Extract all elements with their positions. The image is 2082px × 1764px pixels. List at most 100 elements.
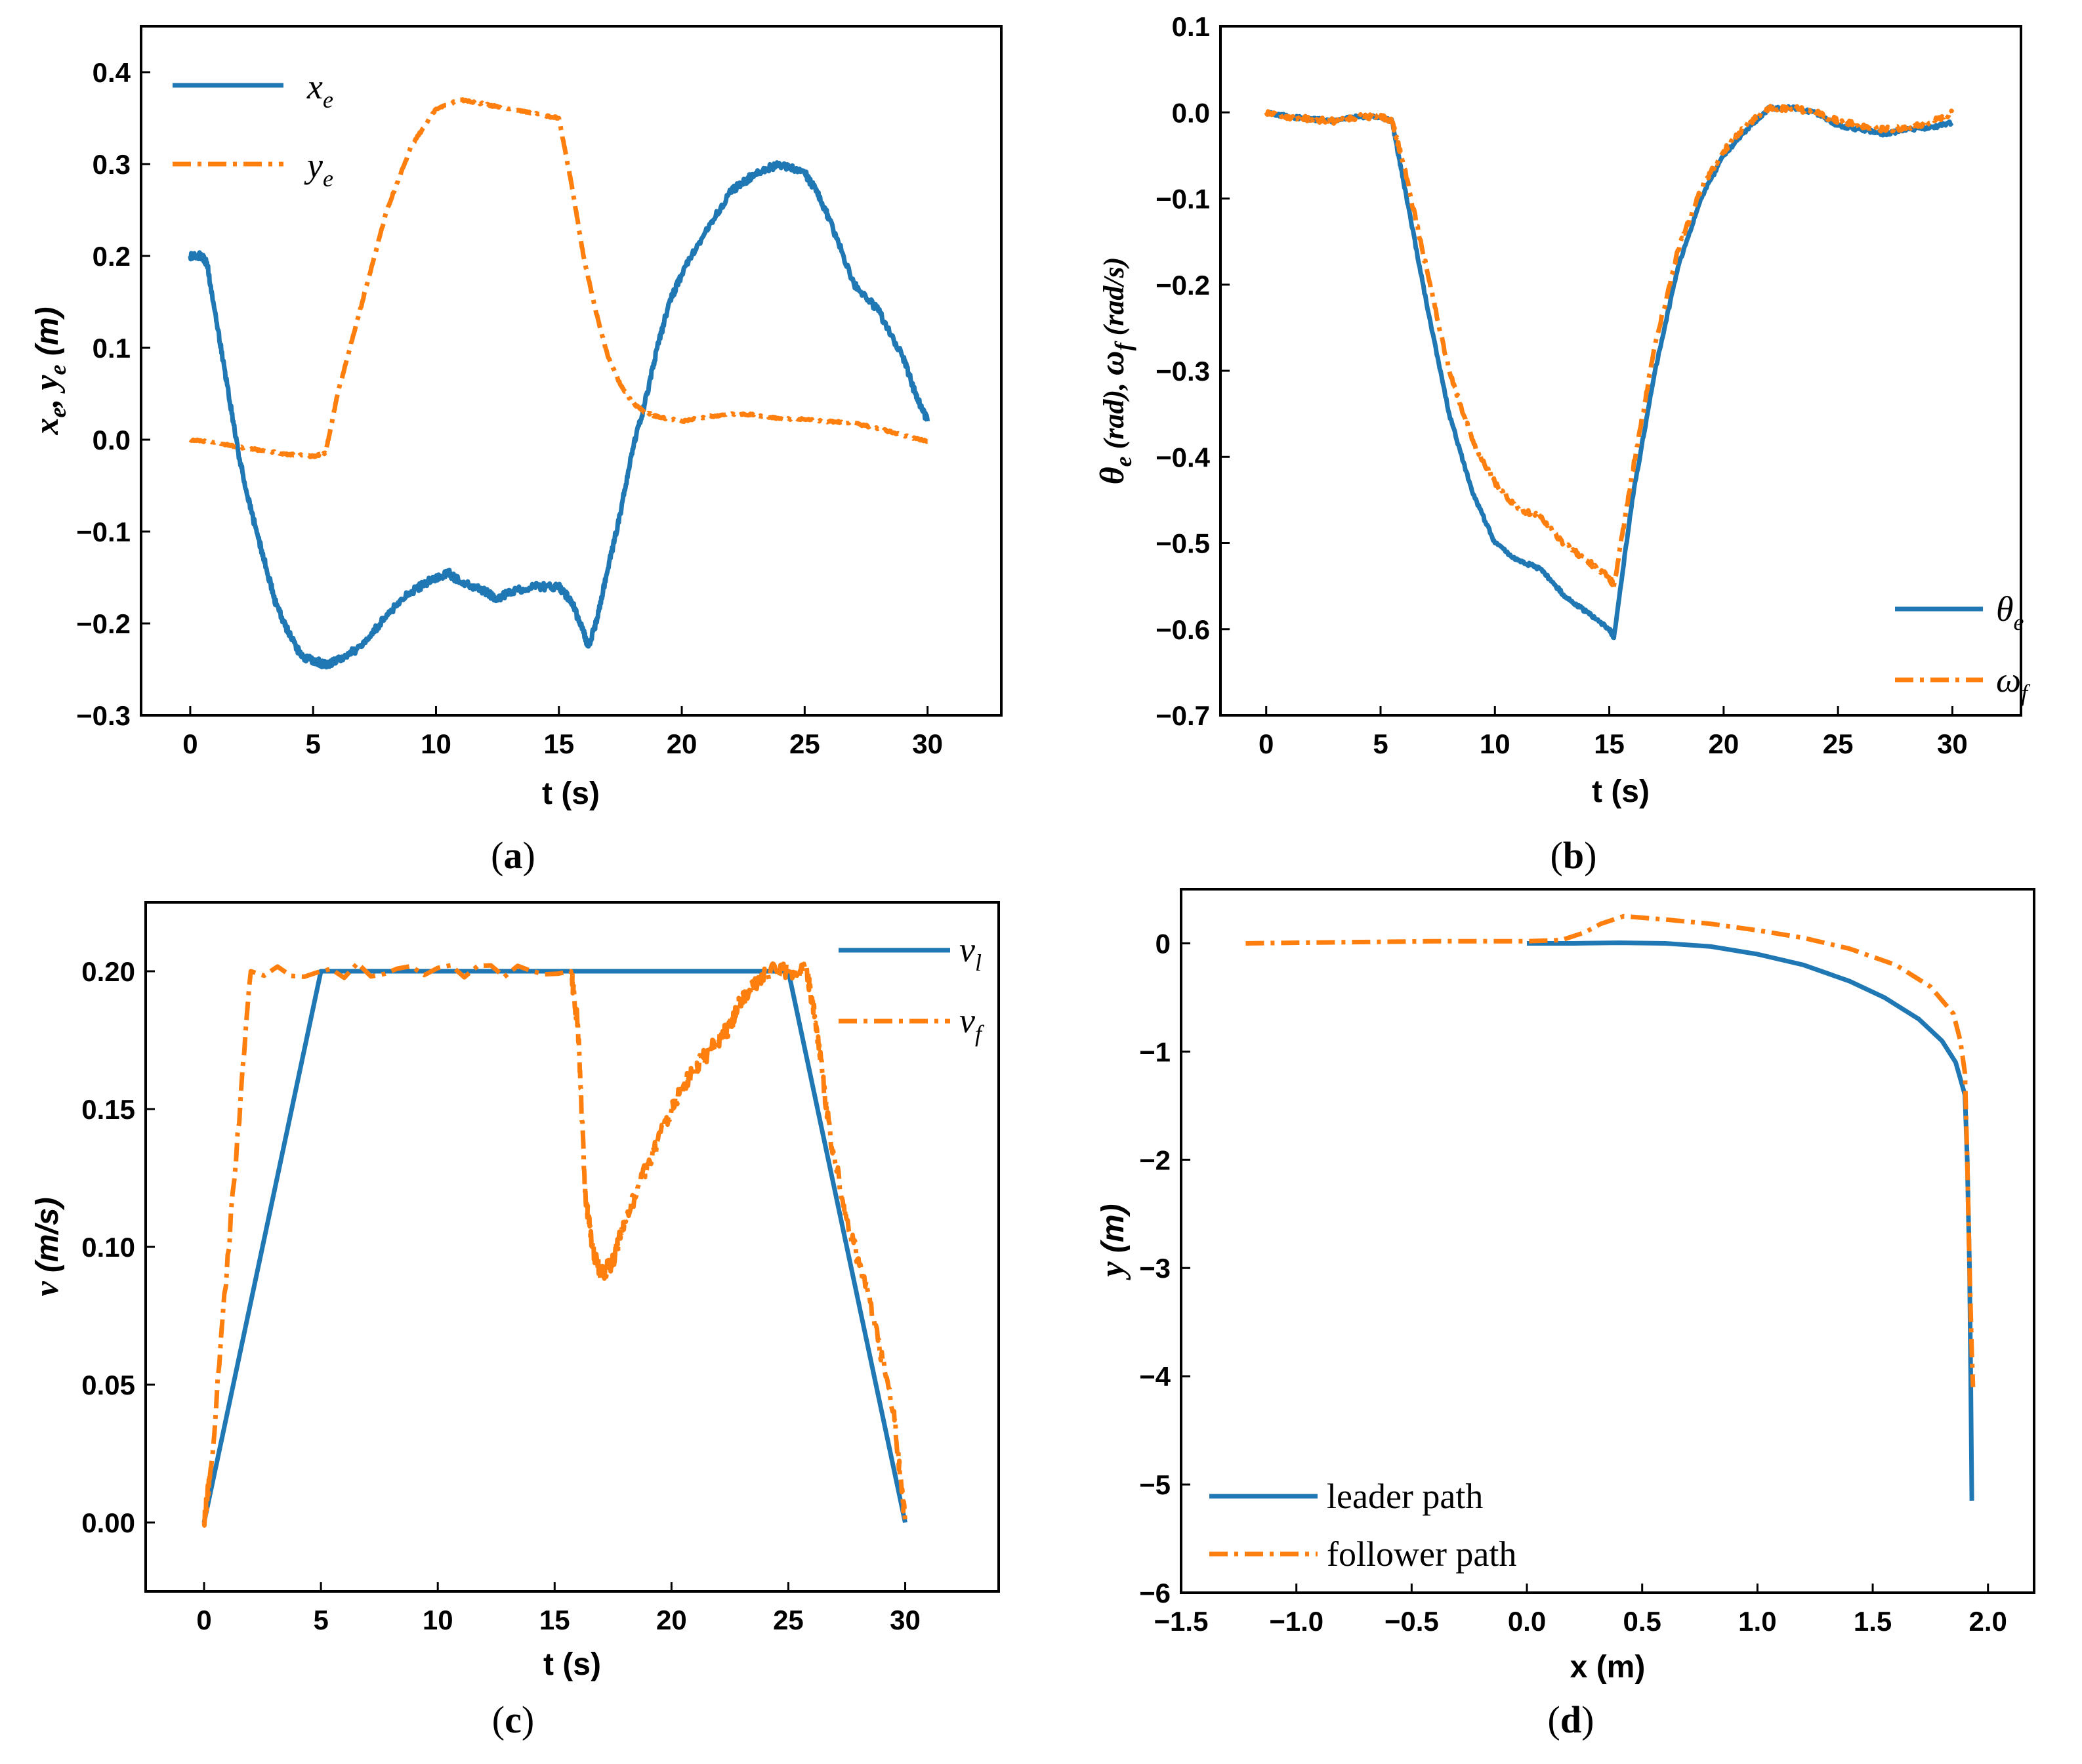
x-tick-label: −1.5 (1154, 1606, 1209, 1637)
x-tick-label: 10 (423, 1605, 453, 1635)
series-line-c-0 (201, 969, 907, 1523)
x-tick-label: 5 (313, 1605, 328, 1635)
x-tick-label: −1.0 (1269, 1606, 1323, 1637)
y-tick-label: 0.0 (1172, 97, 1210, 128)
x-tick-label: 1.5 (1854, 1606, 1892, 1637)
panel-label-c: (c) (492, 1698, 534, 1741)
legend-label-follower: follower path (1327, 1534, 1516, 1574)
x-tick-label: 20 (667, 728, 697, 759)
y-tick-label: −0.2 (76, 608, 131, 639)
x-tick-label: 0.5 (1623, 1606, 1661, 1637)
y-tick-label: −0.5 (1156, 528, 1210, 559)
series-layer-c (201, 961, 907, 1528)
y-axis-label-a: xe, ye (m) (28, 306, 71, 435)
legend-label-vl: vl (959, 930, 982, 976)
x-axis-label-b: t (s) (1592, 774, 1650, 809)
y-tick-label: 0.1 (1172, 11, 1210, 42)
y-tick-label: −0.7 (1156, 700, 1210, 731)
y-axis-label-c: v (m/s) (28, 1197, 66, 1296)
x-tick-label: 2.0 (1969, 1606, 2007, 1637)
panel-label-b: (b) (1551, 834, 1597, 877)
panel-label-a: (a) (491, 834, 535, 877)
ticks-a: 0 5 10 15 20 25 30 −0.3 −0.2 −0.1 0.0 0.1 0.2 0.3 0.4 (76, 57, 943, 759)
x-tick-label: 30 (890, 1605, 921, 1635)
x-tick-label: 5 (1373, 728, 1388, 759)
y-tick-label: 0.4 (93, 57, 131, 88)
x-tick-label: 15 (1594, 728, 1625, 759)
x-tick-label: 10 (421, 728, 451, 759)
x-tick-label: 25 (1823, 728, 1854, 759)
series-layer-d (1245, 914, 1976, 1501)
x-tick-label: 20 (1708, 728, 1739, 759)
x-tick-label: 30 (1937, 728, 1968, 759)
x-tick-label: 15 (543, 728, 574, 759)
x-tick-label: 5 (306, 728, 321, 759)
series-line-a-1 (188, 97, 929, 459)
legend-label-ye: ye (304, 146, 333, 192)
y-tick-label: 0.3 (93, 149, 131, 180)
x-axis-label-a: t (s) (542, 776, 600, 811)
y-tick-label: 0.2 (93, 241, 131, 272)
ticks-d: −1.5 −1.0 −0.5 0.0 0.5 1.0 1.5 2.0 −6 −5 −4 −3 −2 −1 0 (1139, 928, 2007, 1637)
y-tick-label: −6 (1139, 1578, 1171, 1608)
y-tick-label: 0.00 (81, 1507, 135, 1538)
y-tick-label: −0.2 (1156, 270, 1210, 301)
legend-label-vf: vf (959, 1001, 985, 1047)
x-tick-label: 0.0 (1508, 1606, 1546, 1637)
panel-d: −1.5 −1.0 −0.5 0.0 0.5 1.0 1.5 2.0 −6 −5 −4 −3 −2 −1 0… (1094, 888, 2035, 1741)
x-axis-label-d: x (m) (1570, 1650, 1646, 1685)
legend-label-xe: xe (306, 67, 333, 113)
x-tick-label: 25 (789, 728, 820, 759)
y-tick-label: 0.05 (81, 1370, 135, 1400)
legend-d: leader path follower path (1209, 1477, 1516, 1574)
series-line-a-0 (188, 160, 930, 670)
x-tick-label: 0 (1259, 728, 1274, 759)
x-tick-label: 0 (182, 728, 198, 759)
y-tick-label: 0.1 (93, 333, 131, 364)
legend-a: xe ye (173, 67, 333, 192)
series-line-d-1 (1245, 914, 1976, 1387)
y-axis-label-d: y (m) (1094, 1204, 1131, 1280)
y-tick-label: 0 (1156, 928, 1171, 959)
ticks-b: 0 5 10 15 20 25 30 −0.7 −0.6 −0.5 −0.4 −0.3 −0.2 −0.1… (1156, 11, 1968, 759)
panel-b: 0 5 10 15 20 25 30 −0.7 −0.6 −0.5 −0.4 −0.3 −0.2 −0.1… (1094, 11, 2031, 877)
legend-label-theta: θe (1996, 589, 2024, 635)
y-tick-label: −1 (1139, 1036, 1171, 1067)
plot-frame-a (140, 25, 1003, 717)
y-axis-label-b: θe (rad), ωf (rad/s) (1094, 257, 1136, 485)
series-line-b-0 (1264, 104, 1954, 640)
plot-frame-d (1180, 888, 2035, 1594)
legend-b: θe ωf (1895, 589, 2031, 706)
y-tick-label: −0.1 (76, 516, 131, 547)
y-tick-label: −0.3 (1156, 356, 1210, 387)
x-tick-label: 15 (539, 1605, 570, 1635)
y-tick-label: −4 (1139, 1361, 1171, 1392)
y-tick-label: −0.4 (1156, 442, 1211, 472)
y-tick-label: 0.20 (81, 956, 135, 987)
y-tick-label: −2 (1139, 1144, 1171, 1175)
y-tick-label: −0.1 (1156, 184, 1210, 215)
series-line-b-1 (1264, 103, 1955, 590)
y-tick-label: −0.6 (1156, 614, 1210, 645)
y-tick-label: −3 (1139, 1253, 1171, 1284)
y-tick-label: 0.15 (81, 1094, 135, 1125)
x-tick-label: 10 (1480, 728, 1510, 759)
y-tick-label: 0.0 (93, 425, 131, 455)
legend-label-omega: ωf (1996, 660, 2031, 706)
x-tick-label: 1.0 (1738, 1606, 1776, 1637)
x-tick-label: 30 (912, 728, 943, 759)
legend-c: vl vf (839, 930, 985, 1047)
x-tick-label: 0 (196, 1605, 211, 1635)
y-tick-label: 0.10 (81, 1232, 135, 1263)
panel-a: 0 5 10 15 20 25 30−0.3−0.2−0.10.00.10.20.30.4 … (28, 25, 1003, 877)
x-tick-label: 20 (656, 1605, 687, 1635)
series-line-c-1 (201, 961, 907, 1528)
x-axis-label-c: t (s) (543, 1647, 601, 1682)
series-layer-b (1264, 103, 1955, 640)
series-line-d-0 (1527, 940, 1974, 1501)
ticks-c: 0 5 10 15 20 25 30 0.00 0.05 0.10 0.15 0.20 (81, 956, 921, 1635)
x-tick-label: 25 (773, 1605, 804, 1635)
panel-label-d: (d) (1548, 1698, 1594, 1741)
x-tick-label: −0.5 (1385, 1606, 1439, 1637)
